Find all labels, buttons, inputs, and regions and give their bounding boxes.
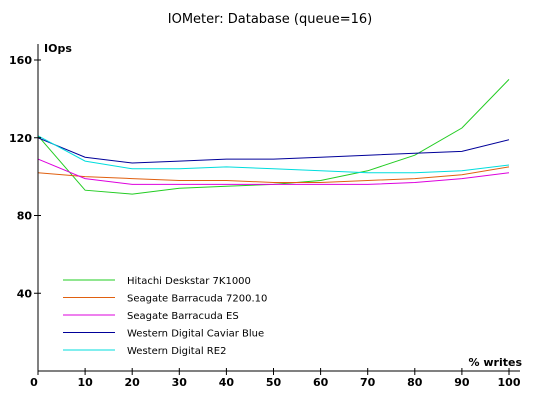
x-tick-label: 20 [125, 376, 141, 389]
series-line-5 [37, 135, 510, 174]
y-tick-label: 40 [17, 287, 33, 300]
legend-label: Western Digital RE2 [127, 346, 226, 357]
legend-label: Seagate Barracuda ES [127, 311, 239, 322]
y-tick-label: 80 [17, 210, 33, 223]
legend-label: Western Digital Caviar Blue [127, 329, 264, 340]
y-tick-label: 120 [9, 132, 32, 145]
legend-item: Western Digital RE2 [63, 346, 226, 357]
series-layer [37, 79, 510, 195]
axes: 160 120 80 40 0 10 20 30 40 50 60 70 80 90 100 [9, 44, 521, 389]
legend-label: Hitachi Deskstar 7K1000 [127, 276, 251, 287]
series-line-2 [37, 166, 510, 183]
x-tick-label: 60 [313, 376, 329, 389]
series-line-4 [37, 137, 510, 164]
legend-item: Western Digital Caviar Blue [63, 329, 264, 340]
x-tick-label: 80 [407, 376, 423, 389]
x-tick-label: 10 [77, 376, 93, 389]
x-tick-label: 70 [360, 376, 376, 389]
legend-item: Seagate Barracuda 7200.10 [63, 294, 267, 305]
x-axis-label: % writes [469, 356, 523, 369]
legend: Hitachi Deskstar 7K1000 Seagate Barracuda… [63, 276, 267, 357]
y-axis-label: IOps [44, 42, 72, 55]
x-tick-label: 100 [498, 376, 521, 389]
x-tick-label: 90 [454, 376, 470, 389]
x-tick-label: 40 [219, 376, 235, 389]
legend-item: Hitachi Deskstar 7K1000 [63, 276, 251, 287]
legend-label: Seagate Barracuda 7200.10 [127, 294, 267, 305]
chart-title: IOMeter: Database (queue=16) [168, 12, 372, 27]
legend-item: Seagate Barracuda ES [63, 311, 239, 322]
y-tick-label: 160 [9, 54, 32, 67]
x-tick-label: 0 [30, 376, 38, 389]
x-tick-label: 30 [172, 376, 188, 389]
series-line-3 [37, 158, 510, 185]
x-tick-label: 50 [266, 376, 282, 389]
